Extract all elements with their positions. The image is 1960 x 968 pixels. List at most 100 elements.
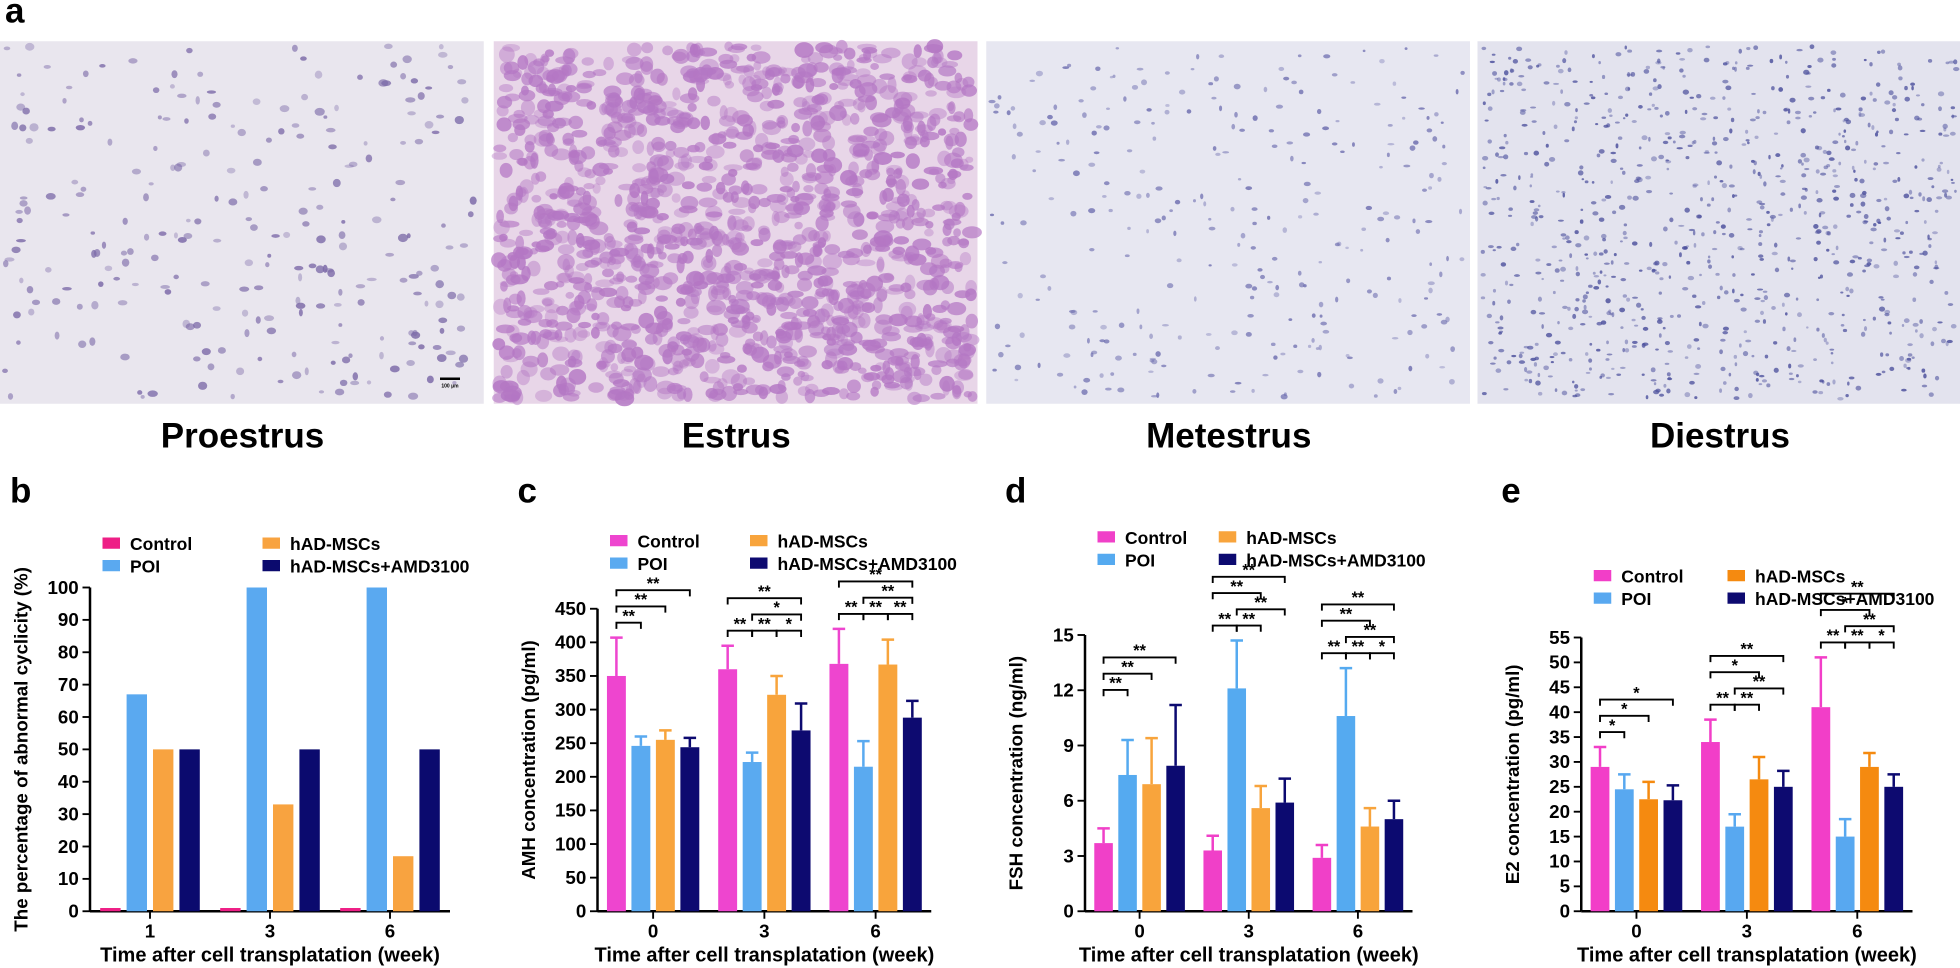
cell [1533,211,1538,215]
y-tick-label: 40 [58,771,79,792]
cell [732,197,751,208]
cell [1600,270,1603,273]
bar [792,730,811,911]
cell [438,52,447,58]
cell [1894,229,1900,232]
cell [1538,63,1542,66]
cell [846,392,860,401]
cell [2,369,8,373]
legend-swatch [1098,554,1116,565]
cell [1639,269,1643,271]
cell [1850,193,1856,198]
cell [1485,119,1489,121]
cell [955,78,968,91]
bar [1701,742,1720,911]
cell [1146,108,1151,111]
cell [912,179,929,190]
cell [1612,210,1616,214]
cell [785,265,800,274]
cell [733,383,743,391]
cell [1682,287,1688,290]
cell [253,159,262,166]
cell [16,340,21,344]
cell [665,243,680,249]
cell [865,345,885,354]
cell [1574,120,1577,123]
cell [400,278,408,283]
legend-label: Control [638,532,700,552]
cell [122,259,129,267]
cell [1253,115,1258,121]
cell [676,298,686,307]
cell [717,356,735,364]
cell [439,44,444,49]
cell [681,349,692,356]
cell [1936,196,1942,199]
cell [1651,367,1656,372]
cell [1861,201,1866,206]
cell [1636,303,1641,308]
cell [1908,353,1913,356]
cell [519,230,533,236]
cell [425,86,432,89]
cell [667,383,683,394]
cell [912,199,920,211]
cell [1813,111,1817,114]
cell [706,211,723,217]
cell [622,56,640,64]
cell [1599,252,1604,255]
cell [328,144,337,149]
bar [1275,803,1294,912]
cell [334,105,339,112]
cell [525,141,535,152]
cell [1833,197,1839,201]
cell [1534,208,1540,211]
cell [1498,332,1502,335]
cell [1954,190,1957,193]
bar [878,665,897,912]
cell [1712,141,1717,145]
cell [1912,356,1915,359]
cell [292,352,297,358]
cell [500,255,519,270]
cell [408,341,416,345]
cell [925,221,933,229]
cell [400,141,406,145]
cell [672,87,680,100]
cell [1460,71,1464,75]
cell [1840,93,1846,98]
cell [901,75,917,84]
cell [886,178,898,185]
cell [688,87,697,100]
cell [545,209,557,216]
cell [1745,130,1748,134]
cell [1208,374,1215,378]
cell [952,212,961,221]
significance-label: ** [1218,610,1231,628]
cell [1850,260,1856,264]
cell [1932,327,1937,331]
cell [872,380,881,390]
cell [1580,323,1585,325]
cell [1237,243,1240,247]
cell [1616,374,1621,376]
cell [1539,215,1544,218]
y-tick-label: 40 [1549,701,1570,722]
cell [1791,268,1793,270]
error-bar [1863,753,1876,767]
cell [1907,358,1911,361]
cell [1178,335,1182,339]
cell [609,254,625,265]
cell [1554,124,1558,129]
cell [1927,238,1932,241]
cell [170,164,175,171]
error-bar [1145,738,1158,784]
cell [780,348,798,361]
cell [1593,286,1599,290]
cell [301,94,308,100]
cell [938,128,946,135]
image-label: Estrus [682,417,791,456]
cell [1530,200,1535,203]
cell [1624,262,1629,265]
cell [108,139,113,146]
